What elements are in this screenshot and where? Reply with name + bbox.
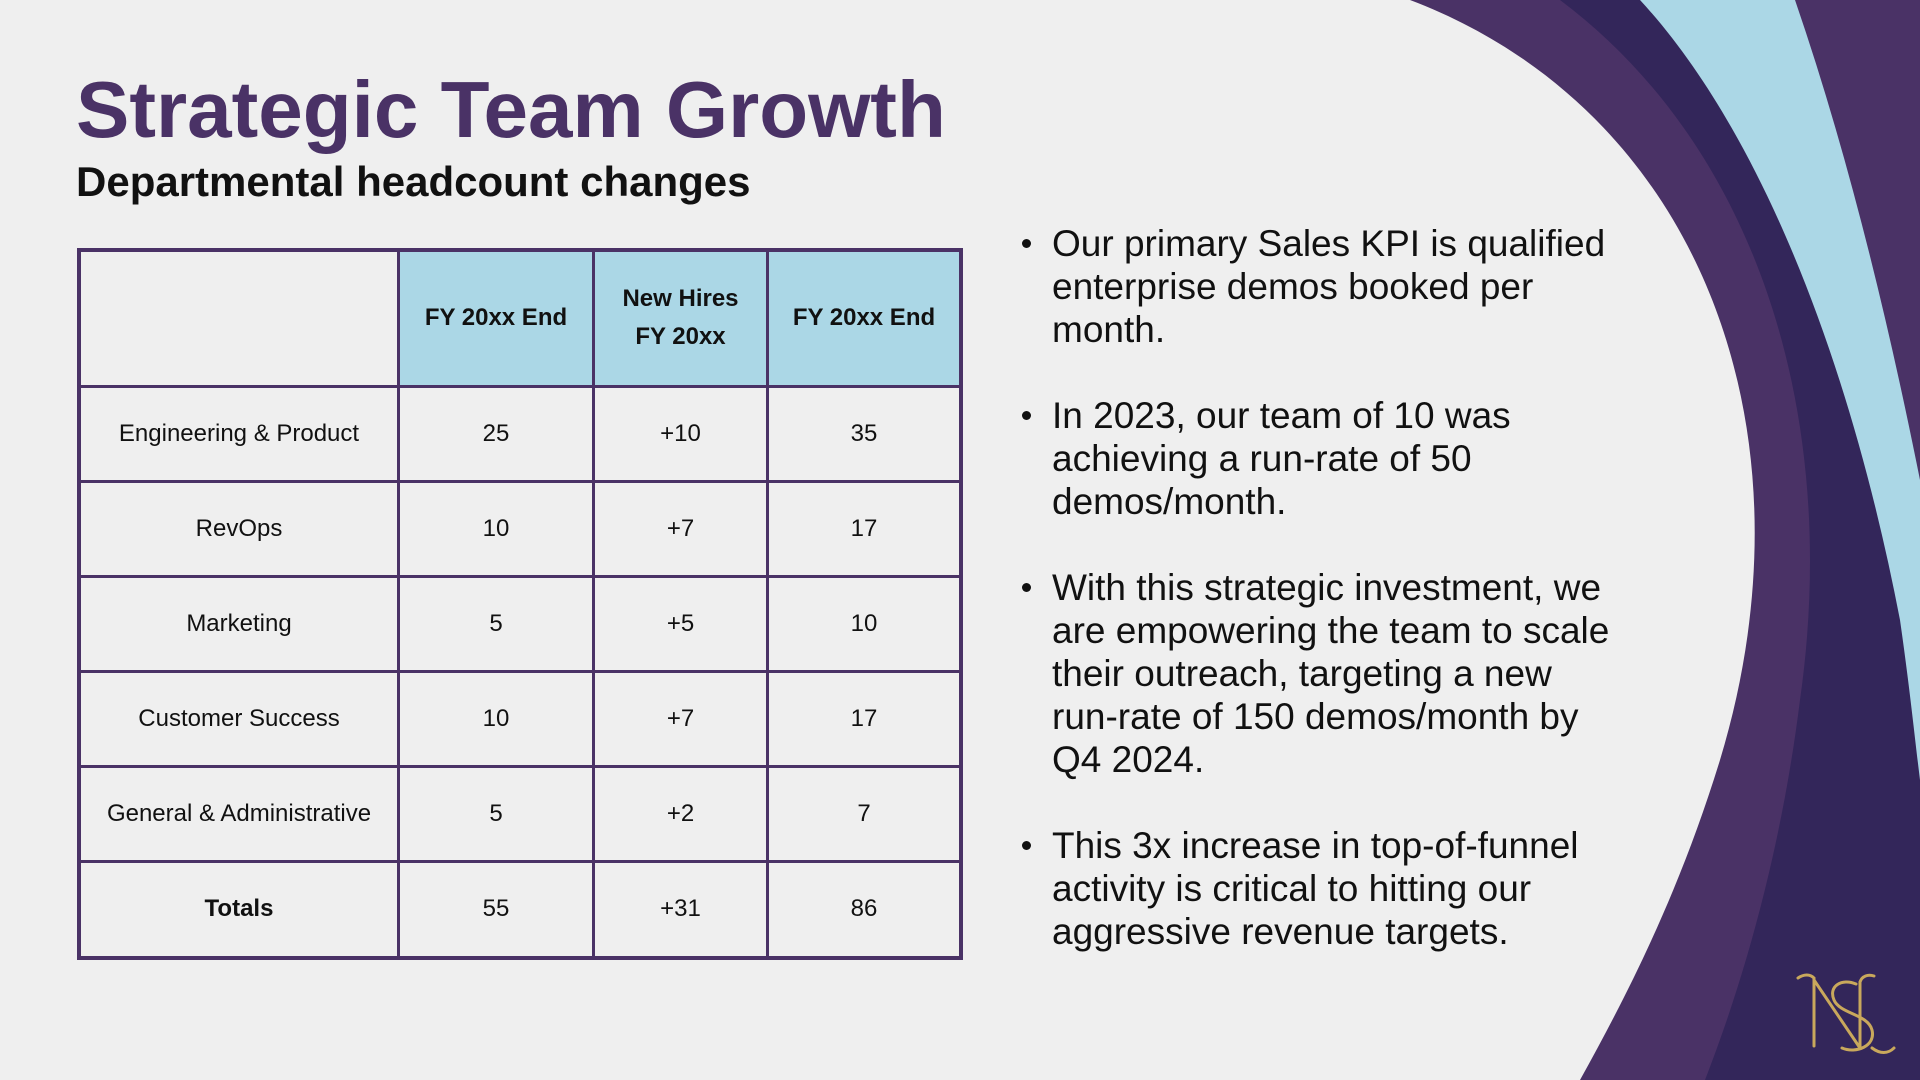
bullet-text: With this strategic investment, we are e… xyxy=(1052,567,1610,780)
bullet-item: In 2023, our team of 10 was achieving a … xyxy=(1016,394,1616,523)
totals-start-cell: 55 xyxy=(397,859,595,960)
totals-row: Totals 55 +31 86 xyxy=(77,859,963,960)
header-new-hires-line1: New Hires xyxy=(622,284,739,312)
table-header-row: FY 20xx End New Hires FY 20xx FY 20xx En… xyxy=(77,248,963,388)
bullet-dot-icon xyxy=(1022,411,1031,420)
department-cell: Engineering & Product xyxy=(77,384,400,483)
slide-subtitle: Departmental headcount changes xyxy=(76,158,751,205)
bullet-text: Our primary Sales KPI is qualified enter… xyxy=(1052,223,1606,350)
bullet-item: Our primary Sales KPI is qualified enter… xyxy=(1016,222,1616,351)
end-cell: 17 xyxy=(766,479,963,578)
end-cell: 7 xyxy=(766,764,963,863)
bullet-dot-icon xyxy=(1022,583,1031,592)
new-hires-cell: +7 xyxy=(592,479,769,578)
end-cell: 35 xyxy=(766,384,963,483)
end-cell: 17 xyxy=(766,669,963,768)
slide-title: Strategic Team Growth xyxy=(76,65,946,154)
start-cell: 10 xyxy=(397,669,595,768)
start-cell: 5 xyxy=(397,574,595,673)
header-start-fy: FY 20xx End xyxy=(397,248,595,388)
new-hires-cell: +5 xyxy=(592,574,769,673)
department-cell: General & Administrative xyxy=(77,764,400,863)
department-cell: RevOps xyxy=(77,479,400,578)
bullet-text: In 2023, our team of 10 was achieving a … xyxy=(1052,395,1511,522)
new-hires-cell: +7 xyxy=(592,669,769,768)
key-points-list: Our primary Sales KPI is qualified enter… xyxy=(1016,222,1616,996)
totals-label: Totals xyxy=(77,859,400,960)
bullet-text: This 3x increase in top-of-funnel activi… xyxy=(1052,825,1579,952)
table-row: RevOps 10 +7 17 xyxy=(77,479,963,578)
new-hires-cell: +2 xyxy=(592,764,769,863)
department-cell: Customer Success xyxy=(77,669,400,768)
start-cell: 10 xyxy=(397,479,595,578)
bullet-item: This 3x increase in top-of-funnel activi… xyxy=(1016,824,1616,953)
bullet-dot-icon xyxy=(1022,841,1031,850)
light-blue-swoosh xyxy=(1640,0,1920,780)
new-hires-cell: +10 xyxy=(592,384,769,483)
purple-swoosh-inner xyxy=(1795,0,1920,480)
ns-monogram-logo-icon xyxy=(1796,973,1896,1054)
totals-new-hires-cell: +31 xyxy=(592,859,769,960)
table-row: Engineering & Product 25 +10 35 xyxy=(77,384,963,483)
header-end-fy: FY 20xx End xyxy=(766,248,963,388)
bullet-item: With this strategic investment, we are e… xyxy=(1016,566,1616,781)
department-cell: Marketing xyxy=(77,574,400,673)
end-cell: 10 xyxy=(766,574,963,673)
headcount-table: FY 20xx End New Hires FY 20xx FY 20xx En… xyxy=(77,248,963,960)
start-cell: 5 xyxy=(397,764,595,863)
table-row: General & Administrative 5 +2 7 xyxy=(77,764,963,863)
header-new-hires: New Hires FY 20xx xyxy=(592,248,769,388)
header-blank-cell xyxy=(77,248,400,388)
table-row: Customer Success 10 +7 17 xyxy=(77,669,963,768)
totals-end-cell: 86 xyxy=(766,859,963,960)
bullet-dot-icon xyxy=(1022,239,1031,248)
start-cell: 25 xyxy=(397,384,595,483)
header-new-hires-line2: FY 20xx xyxy=(635,323,726,351)
table-row: Marketing 5 +5 10 xyxy=(77,574,963,673)
